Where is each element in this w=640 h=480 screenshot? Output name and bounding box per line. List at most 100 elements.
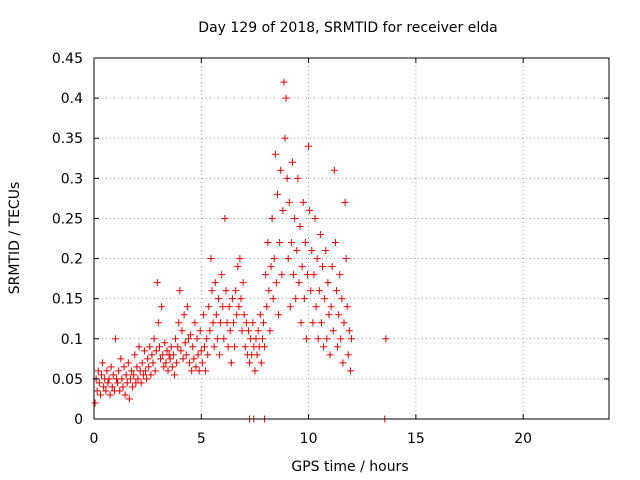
data-point bbox=[299, 198, 307, 206]
data-point bbox=[311, 214, 319, 222]
data-point bbox=[192, 363, 200, 371]
data-point bbox=[109, 371, 117, 379]
data-point bbox=[257, 359, 265, 367]
data-point bbox=[219, 303, 227, 311]
data-point bbox=[338, 295, 346, 303]
data-points-layer bbox=[91, 78, 390, 423]
x-tick-label: 5 bbox=[197, 431, 206, 447]
axis-ticks-layer: 0 5 10 15 20 0 0.05 0.1 0.15 0.2 0.25 0.3 0.35 0.4 0.4… bbox=[52, 51, 609, 447]
data-point bbox=[320, 343, 328, 351]
data-point bbox=[332, 287, 340, 295]
data-point bbox=[147, 371, 155, 379]
data-point bbox=[120, 363, 128, 371]
data-point bbox=[326, 351, 334, 359]
data-point bbox=[119, 383, 127, 391]
data-point bbox=[323, 335, 331, 343]
data-point bbox=[128, 367, 136, 375]
data-point bbox=[281, 134, 289, 142]
x-axis-label: GPS time / hours bbox=[291, 459, 408, 475]
data-point bbox=[256, 311, 264, 319]
data-point bbox=[216, 351, 224, 359]
data-point bbox=[151, 367, 159, 375]
data-point bbox=[124, 359, 132, 367]
y-tick-label: 0.45 bbox=[52, 51, 83, 67]
data-point bbox=[258, 335, 266, 343]
data-point bbox=[107, 363, 115, 371]
y-tick-label: 0.1 bbox=[61, 332, 83, 348]
data-point bbox=[265, 287, 273, 295]
data-point bbox=[157, 355, 165, 363]
data-point bbox=[198, 359, 206, 367]
data-point bbox=[189, 343, 197, 351]
x-tick-label: 10 bbox=[300, 431, 318, 447]
data-point bbox=[181, 339, 189, 347]
data-point bbox=[206, 327, 214, 335]
data-point bbox=[211, 279, 219, 287]
data-point bbox=[306, 206, 314, 214]
data-point bbox=[288, 158, 296, 166]
data-point bbox=[94, 367, 102, 375]
data-point bbox=[280, 78, 288, 86]
data-point bbox=[241, 343, 249, 351]
data-point bbox=[269, 295, 277, 303]
data-point bbox=[342, 255, 350, 263]
chart-title: Day 129 of 2018, SRMTID for receiver eld… bbox=[198, 20, 497, 36]
data-point bbox=[221, 214, 229, 222]
data-point bbox=[166, 355, 174, 363]
data-point bbox=[266, 327, 274, 335]
data-point bbox=[138, 359, 146, 367]
data-point bbox=[301, 239, 309, 247]
data-point bbox=[197, 347, 205, 355]
data-point bbox=[325, 311, 333, 319]
data-point bbox=[214, 295, 222, 303]
data-point bbox=[328, 263, 336, 271]
data-point bbox=[133, 363, 141, 371]
data-point bbox=[196, 327, 204, 335]
data-point bbox=[295, 279, 303, 287]
data-point bbox=[223, 319, 231, 327]
data-point bbox=[339, 359, 347, 367]
data-point bbox=[315, 287, 323, 295]
data-point bbox=[316, 230, 324, 238]
data-point bbox=[116, 387, 124, 395]
data-point bbox=[129, 383, 137, 391]
data-point bbox=[150, 335, 158, 343]
data-point bbox=[292, 295, 300, 303]
data-point bbox=[272, 279, 280, 287]
data-point bbox=[167, 343, 175, 351]
data-point bbox=[296, 222, 304, 230]
data-point bbox=[182, 351, 190, 359]
data-point bbox=[163, 347, 171, 355]
y-tick-label: 0.15 bbox=[52, 292, 83, 308]
data-point bbox=[174, 343, 182, 351]
data-point bbox=[239, 279, 247, 287]
data-point bbox=[131, 351, 139, 359]
data-point bbox=[224, 343, 232, 351]
data-point bbox=[270, 255, 278, 263]
data-point bbox=[290, 271, 298, 279]
data-point bbox=[142, 367, 149, 375]
data-point bbox=[234, 263, 242, 271]
data-point bbox=[294, 174, 302, 182]
data-point bbox=[205, 303, 213, 311]
data-point bbox=[251, 367, 259, 375]
data-point bbox=[213, 335, 221, 343]
data-point bbox=[238, 327, 246, 335]
data-point bbox=[273, 190, 281, 198]
data-point bbox=[237, 295, 245, 303]
data-point bbox=[263, 303, 271, 311]
data-point bbox=[276, 239, 284, 247]
data-point bbox=[168, 363, 176, 371]
y-tick-label: 0.3 bbox=[61, 171, 83, 187]
data-point bbox=[177, 347, 185, 355]
data-point bbox=[185, 359, 193, 367]
y-tick-label: 0.35 bbox=[52, 131, 83, 147]
y-tick-label: 0.25 bbox=[52, 211, 83, 227]
data-point bbox=[343, 303, 351, 311]
data-point bbox=[99, 359, 107, 367]
y-axis-label: SRMTID / TECUs bbox=[7, 182, 23, 295]
data-point bbox=[172, 335, 180, 343]
data-point bbox=[233, 311, 241, 319]
data-point bbox=[103, 367, 111, 375]
data-point bbox=[245, 327, 252, 335]
